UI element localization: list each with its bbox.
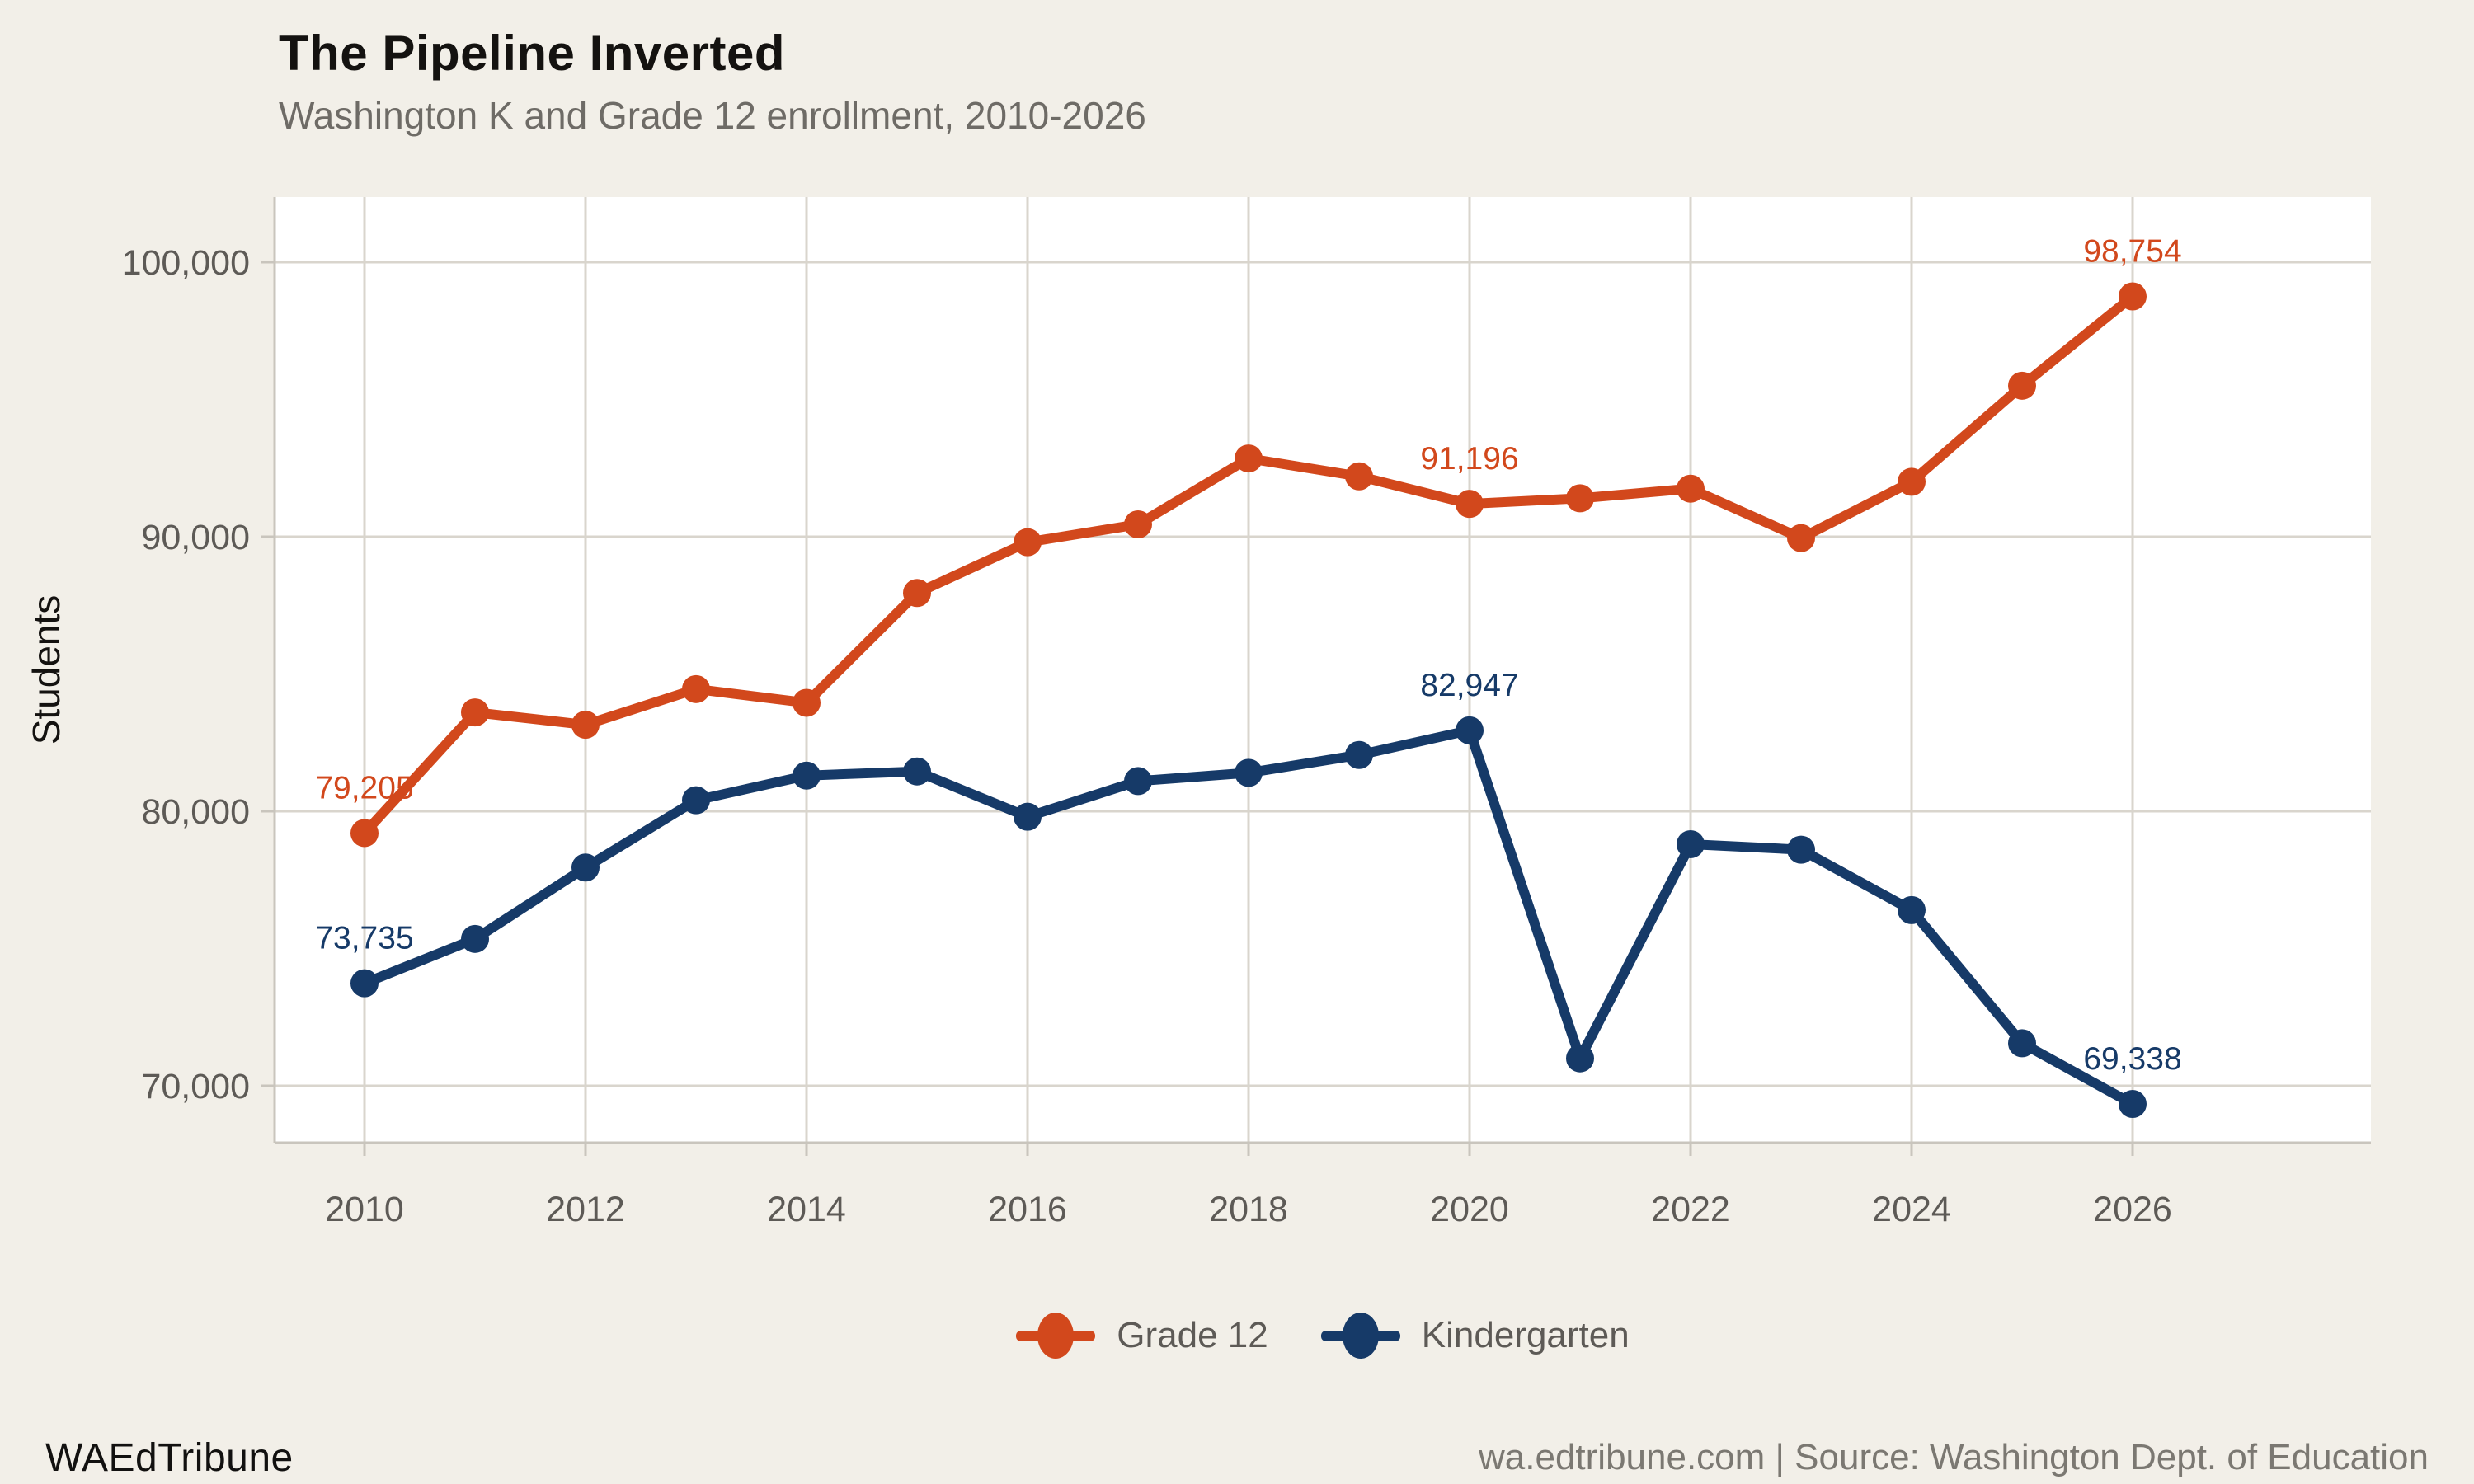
point-grade-12-2014 <box>793 688 821 717</box>
y-axis-title: Students <box>25 595 68 745</box>
point-label-grade-12-2026: 98,754 <box>2083 233 2181 269</box>
x-tick-label-2016: 2016 <box>988 1190 1067 1229</box>
page-subtitle: Washington K and Grade 12 enrollment, 20… <box>279 94 1146 137</box>
y-tick-label-80000: 80,000 <box>141 792 250 832</box>
point-grade-12-2011 <box>461 698 489 727</box>
point-grade-12-2013 <box>682 674 710 703</box>
point-label-grade-12-2020: 91,196 <box>1420 441 1518 477</box>
point-grade-12-2021 <box>1566 484 1594 513</box>
point-kindergarten-2024 <box>1898 895 1926 924</box>
point-kindergarten-2026 <box>2119 1090 2147 1119</box>
point-grade-12-2012 <box>571 711 600 740</box>
source-attribution: wa.edtribune.com | Source: Washington De… <box>1479 1437 2429 1477</box>
point-label-grade-12-2010: 79,205 <box>315 770 413 805</box>
point-grade-12-2017 <box>1124 510 1152 539</box>
point-grade-12-2026 <box>2119 282 2147 311</box>
chart-footer: WAEdTribune wa.edtribune.com | Source: W… <box>0 1431 2474 1484</box>
point-kindergarten-2021 <box>1566 1044 1594 1073</box>
point-grade-12-2022 <box>1677 474 1705 503</box>
point-grade-12-2010 <box>350 819 379 848</box>
point-kindergarten-2010 <box>350 969 379 998</box>
point-kindergarten-2011 <box>461 924 489 953</box>
y-tick-label-70000: 70,000 <box>141 1067 250 1106</box>
point-kindergarten-2023 <box>1787 835 1815 864</box>
plot-panel <box>275 197 2371 1143</box>
point-kindergarten-2013 <box>682 786 710 815</box>
point-kindergarten-2014 <box>793 761 821 790</box>
point-grade-12-2015 <box>903 579 931 608</box>
brand-wordmark: WAEdTribune <box>45 1435 294 1480</box>
point-kindergarten-2015 <box>903 757 931 786</box>
point-kindergarten-2022 <box>1677 829 1705 858</box>
point-kindergarten-2020 <box>1456 716 1484 744</box>
point-grade-12-2025 <box>2008 371 2036 400</box>
legend-item-kindergarten: Kindergarten <box>1320 1311 1630 1360</box>
x-tick-label-2012: 2012 <box>546 1190 625 1229</box>
point-label-kindergarten-2010: 73,735 <box>315 921 413 956</box>
grade12-legend-marker <box>1016 1311 1096 1360</box>
point-kindergarten-2017 <box>1124 767 1152 796</box>
point-grade-12-2024 <box>1898 467 1926 496</box>
point-grade-12-2016 <box>1014 528 1042 556</box>
point-kindergarten-2012 <box>571 853 600 882</box>
x-tick-label-2024: 2024 <box>1872 1190 1951 1229</box>
point-kindergarten-2018 <box>1235 758 1263 787</box>
x-tick-label-2022: 2022 <box>1651 1190 1730 1229</box>
point-kindergarten-2025 <box>2008 1029 2036 1058</box>
point-kindergarten-2019 <box>1345 740 1373 769</box>
x-tick-label-2014: 2014 <box>767 1190 846 1229</box>
y-tick-label-100000: 100,000 <box>122 243 250 283</box>
x-tick-label-2020: 2020 <box>1430 1190 1509 1229</box>
point-grade-12-2023 <box>1787 524 1815 552</box>
kindergarten-legend-marker <box>1320 1311 1400 1360</box>
point-label-kindergarten-2026: 69,338 <box>2083 1041 2181 1077</box>
legend-item-grade12: Grade 12 <box>1016 1311 1268 1360</box>
chart-header: The Pipeline Inverted Washington K and G… <box>279 25 1146 138</box>
x-tick-label-2026: 2026 <box>2093 1190 2172 1229</box>
legend-label-grade12: Grade 12 <box>1117 1315 1268 1355</box>
x-tick-label-2010: 2010 <box>325 1190 404 1229</box>
chart-legend: Grade 12 Kindergarten <box>275 1301 2371 1370</box>
y-tick-label-90000: 90,000 <box>141 518 250 557</box>
point-grade-12-2018 <box>1235 444 1263 473</box>
x-tick-label-2018: 2018 <box>1209 1190 1288 1229</box>
page-title: The Pipeline Inverted <box>279 26 785 81</box>
legend-label-kindergarten: Kindergarten <box>1421 1315 1630 1355</box>
point-grade-12-2019 <box>1345 462 1373 491</box>
point-kindergarten-2016 <box>1014 802 1042 831</box>
point-label-kindergarten-2020: 82,947 <box>1420 668 1518 703</box>
point-grade-12-2020 <box>1456 490 1484 519</box>
